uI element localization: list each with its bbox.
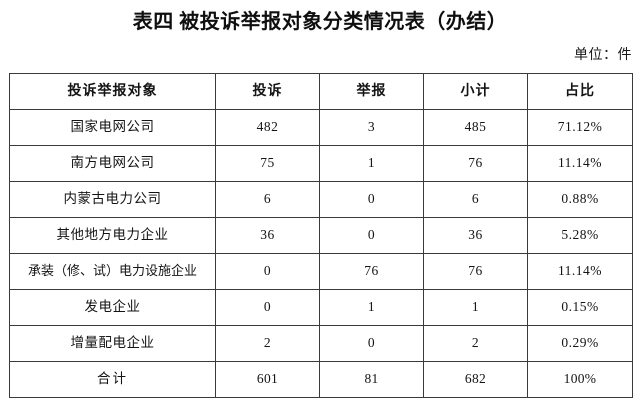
- column-header-reports: 举报: [319, 73, 424, 110]
- cell-share: 0.88%: [527, 181, 633, 218]
- cell-object: 增量配电企业: [9, 325, 216, 362]
- table-row: 内蒙古电力公司 6 0 6 0.88%: [9, 181, 633, 218]
- cell-complaints: 36: [215, 217, 320, 254]
- cell-reports: 0: [319, 217, 424, 254]
- cell-subtotal: 76: [423, 253, 528, 290]
- cell-total-reports: 81: [319, 361, 424, 398]
- cell-total-subtotal: 682: [423, 361, 528, 398]
- cell-complaints: 0: [215, 253, 320, 290]
- table-row: 其他地方电力企业 36 0 36 5.28%: [9, 217, 633, 254]
- cell-subtotal: 36: [423, 217, 528, 254]
- cell-object: 承装（修、试）电力设施企业: [9, 253, 216, 290]
- cell-object: 内蒙古电力公司: [9, 181, 216, 218]
- cell-object: 南方电网公司: [9, 145, 216, 182]
- table-row: 南方电网公司 75 1 76 11.14%: [9, 145, 633, 182]
- page-title: 表四 被投诉举报对象分类情况表（办结）: [132, 11, 508, 33]
- cell-subtotal: 485: [423, 109, 528, 146]
- cell-object: 国家电网公司: [9, 109, 216, 146]
- cell-share: 71.12%: [527, 109, 633, 146]
- cell-reports: 1: [319, 289, 424, 326]
- table-body: 国家电网公司 482 3 485 71.12% 南方电网公司 75 1 76 1…: [9, 109, 633, 398]
- table-row: 承装（修、试）电力设施企业 0 76 76 11.14%: [9, 253, 633, 290]
- column-header-subtotal: 小计: [423, 73, 528, 110]
- cell-subtotal: 76: [423, 145, 528, 182]
- column-header-share: 占比: [527, 73, 633, 110]
- unit-note: 单位：件: [574, 48, 632, 63]
- cell-reports: 0: [319, 181, 424, 218]
- table-header: 投诉举报对象 投诉 举报 小计 占比: [9, 73, 633, 110]
- table-row: 发电企业 0 1 1 0.15%: [9, 289, 633, 326]
- header-row: 投诉举报对象 投诉 举报 小计 占比: [9, 73, 633, 110]
- cell-reports: 0: [319, 325, 424, 362]
- cell-share: 0.29%: [527, 325, 633, 362]
- cell-reports: 76: [319, 253, 424, 290]
- cell-total-label: 合计: [9, 361, 216, 398]
- cell-reports: 1: [319, 145, 424, 182]
- column-header-object: 投诉举报对象: [9, 73, 216, 110]
- cell-object: 发电企业: [9, 289, 216, 326]
- cell-total-share: 100%: [527, 361, 633, 398]
- cell-complaints: 6: [215, 181, 320, 218]
- cell-object: 其他地方电力企业: [9, 217, 216, 254]
- cell-complaints: 75: [215, 145, 320, 182]
- classification-table: 投诉举报对象 投诉 举报 小计 占比 国家电网公司 482 3 485 71.1…: [9, 73, 633, 398]
- cell-subtotal: 1: [423, 289, 528, 326]
- cell-share: 11.14%: [527, 253, 633, 290]
- table-row: 增量配电企业 2 0 2 0.29%: [9, 325, 633, 362]
- table-total-row: 合计 601 81 682 100%: [9, 361, 633, 398]
- cell-complaints: 482: [215, 109, 320, 146]
- table-container: 投诉举报对象 投诉 举报 小计 占比 国家电网公司 482 3 485 71.1…: [9, 73, 633, 398]
- cell-total-complaints: 601: [215, 361, 320, 398]
- cell-share: 11.14%: [527, 145, 633, 182]
- cell-complaints: 2: [215, 325, 320, 362]
- cell-reports: 3: [319, 109, 424, 146]
- cell-share: 5.28%: [527, 217, 633, 254]
- table-row: 国家电网公司 482 3 485 71.12%: [9, 109, 633, 146]
- cell-subtotal: 6: [423, 181, 528, 218]
- cell-subtotal: 2: [423, 325, 528, 362]
- cell-share: 0.15%: [527, 289, 633, 326]
- column-header-complaints: 投诉: [215, 73, 320, 110]
- cell-complaints: 0: [215, 289, 320, 326]
